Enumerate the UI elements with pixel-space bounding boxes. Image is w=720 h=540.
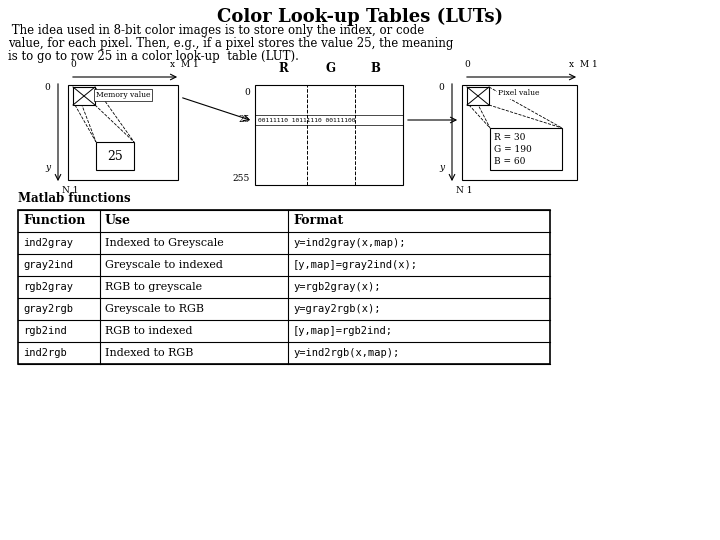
Text: RGB to greyscale: RGB to greyscale <box>105 282 202 292</box>
Text: 255: 255 <box>233 174 250 183</box>
Bar <box>490 128 562 170</box>
Text: y: y <box>439 163 444 172</box>
Bar <box>73 87 95 105</box>
Text: gray2rgb: gray2rgb <box>23 304 73 314</box>
Text: 0: 0 <box>44 83 50 92</box>
Bar <box>467 87 489 105</box>
Text: 0: 0 <box>244 88 250 97</box>
Text: Pixel value: Pixel value <box>498 89 540 97</box>
Text: rgb2ind: rgb2ind <box>23 326 67 336</box>
Bar <box>18 210 550 364</box>
Text: B: B <box>370 62 380 75</box>
Text: 00111110 10111110 00111100: 00111110 10111110 00111100 <box>258 118 356 123</box>
Text: Memory value: Memory value <box>96 91 150 99</box>
Text: N 1: N 1 <box>456 186 472 195</box>
Text: 0: 0 <box>438 83 444 92</box>
Text: The idea used in 8-bit color images is to store only the index, or code: The idea used in 8-bit color images is t… <box>8 24 424 37</box>
Text: x  M 1: x M 1 <box>170 60 199 69</box>
Text: 25: 25 <box>238 116 250 125</box>
Text: R = 30: R = 30 <box>494 133 526 142</box>
Text: Format: Format <box>293 214 343 227</box>
Bar <box>462 85 577 180</box>
Text: 0: 0 <box>70 60 76 69</box>
Text: Greyscale to indexed: Greyscale to indexed <box>105 260 223 270</box>
Text: Greyscale to RGB: Greyscale to RGB <box>105 304 204 314</box>
Text: value, for each pixel. Then, e.g., if a pixel stores the value 25, the meaning: value, for each pixel. Then, e.g., if a … <box>8 37 454 50</box>
Text: x  M 1: x M 1 <box>569 60 598 69</box>
Text: rgb2gray: rgb2gray <box>23 282 73 292</box>
Bar <box>68 85 178 180</box>
Text: G: G <box>326 62 336 75</box>
Text: Matlab functions: Matlab functions <box>18 192 130 205</box>
Text: gray2ind: gray2ind <box>23 260 73 270</box>
Text: Use: Use <box>105 214 131 227</box>
Text: 25: 25 <box>107 150 123 163</box>
Text: Function: Function <box>23 214 86 227</box>
Text: 0: 0 <box>464 60 469 69</box>
Text: y=gray2rgb(x);: y=gray2rgb(x); <box>293 304 380 314</box>
Text: y=ind2rgb(x,map);: y=ind2rgb(x,map); <box>293 348 400 358</box>
Text: RGB to indexed: RGB to indexed <box>105 326 192 336</box>
Text: y: y <box>45 163 50 172</box>
Text: Color Look-up Tables (LUTs): Color Look-up Tables (LUTs) <box>217 8 503 26</box>
Text: [y,map]=gray2ind(x);: [y,map]=gray2ind(x); <box>293 260 418 270</box>
Text: Indexed to RGB: Indexed to RGB <box>105 348 194 358</box>
Text: B = 60: B = 60 <box>494 157 526 166</box>
Text: Indexed to Greyscale: Indexed to Greyscale <box>105 238 224 248</box>
Bar <box>255 85 403 185</box>
Text: ind2rgb: ind2rgb <box>23 348 67 358</box>
Text: R: R <box>278 62 288 75</box>
Text: [y,map]=rgb2ind;: [y,map]=rgb2ind; <box>293 326 393 336</box>
Text: y=ind2gray(x,map);: y=ind2gray(x,map); <box>293 238 405 248</box>
Text: N 1: N 1 <box>62 186 78 195</box>
Bar <box>96 142 134 170</box>
Text: G = 190: G = 190 <box>494 145 532 154</box>
Text: y=rgb2gray(x);: y=rgb2gray(x); <box>293 282 380 292</box>
Text: is to go to row 25 in a color look-up  table (LUT).: is to go to row 25 in a color look-up ta… <box>8 50 299 63</box>
Text: ind2gray: ind2gray <box>23 238 73 248</box>
